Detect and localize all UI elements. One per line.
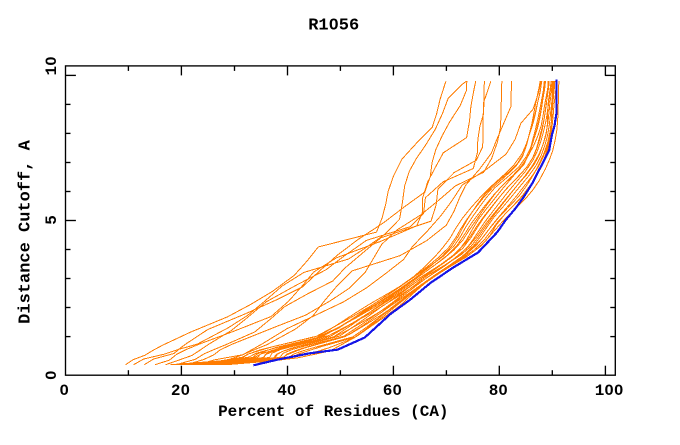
svg-text:Distance Cutoff, A: Distance Cutoff, A: [17, 139, 36, 323]
svg-text:60: 60: [383, 382, 402, 400]
svg-text:R1056: R1056: [308, 16, 359, 35]
svg-text:40: 40: [277, 382, 296, 400]
svg-text:10: 10: [43, 56, 61, 75]
svg-text:80: 80: [489, 382, 508, 400]
svg-text:5: 5: [43, 215, 61, 225]
svg-text:20: 20: [171, 382, 190, 400]
svg-text:Percent of Residues (CA): Percent of Residues (CA): [218, 403, 448, 421]
